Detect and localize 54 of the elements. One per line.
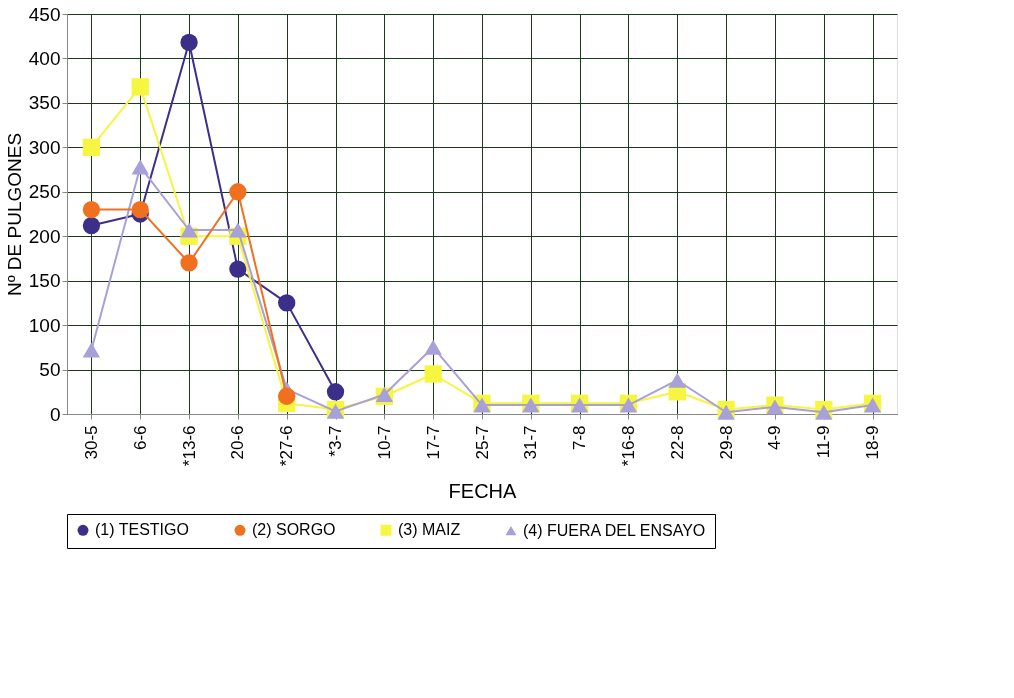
y-tick-label: 350 [28,92,61,114]
y-axis-title: Nº DE PULGONES [3,132,25,297]
point [82,342,101,358]
point [180,222,198,238]
y-tick-label: 450 [28,3,61,25]
point [131,78,149,96]
y-tick-label: 200 [28,225,61,247]
x-tick-label: 7-8 [570,425,590,451]
y-tick-label: 0 [49,403,61,425]
point [180,254,198,272]
x-tick-label: 6-6 [130,425,150,451]
point [82,216,101,235]
x-tick-label: 31-7 [521,425,541,460]
x-tick-label: *3-7 [326,425,346,457]
x-tick-label: 4-9 [765,425,785,451]
point [131,159,149,175]
y-tick-label: 50 [39,359,61,381]
y-tick-label: 100 [28,314,61,336]
x-tick-label: 20-6 [228,425,248,460]
x-tick-label: 25-7 [472,425,492,460]
point [278,387,296,405]
x-tick-label: 10-7 [374,425,394,460]
x-tick-label: 18-9 [863,425,883,460]
x-tick-label: 17-7 [423,425,443,460]
x-tick-label: 22-8 [667,425,687,460]
point [278,294,296,312]
point [131,200,149,219]
point [326,383,345,401]
point [815,404,833,420]
point [229,183,247,201]
y-tick-label: 250 [28,181,61,203]
legend-label: (1) TESTIGO [95,521,189,539]
point [82,138,101,156]
legend-label: (2) SORGO [252,521,336,539]
x-tick-label: *13-6 [179,425,199,467]
x-axis-title: FECHA [448,480,518,503]
point [180,33,198,52]
x-tick-label: 30-5 [81,425,101,460]
y-tick-label: 300 [28,136,61,158]
y-tick-label: 400 [28,47,61,69]
legend-label: (3) MAIZ [398,521,461,539]
point [229,222,247,238]
point [668,372,686,388]
point [82,200,101,219]
point [229,260,247,278]
x-tick-label: 11-9 [814,425,834,459]
point [424,339,442,355]
point [717,404,735,420]
x-tick-label: 29-8 [716,425,736,460]
y-tick-label: 150 [28,270,61,292]
x-tick-label: *16-8 [618,425,638,467]
x-tick-label: *27-6 [277,425,297,467]
point [424,365,442,383]
legend-label: (4) FUERA DEL ENSAYO [523,521,706,539]
